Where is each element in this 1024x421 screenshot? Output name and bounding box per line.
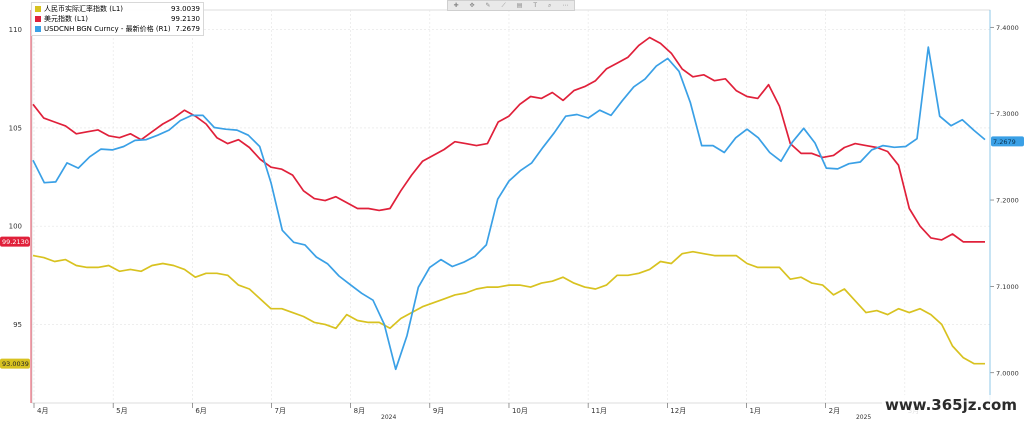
- plot-area: [31, 9, 991, 404]
- x-tick-label: 10月: [512, 407, 528, 415]
- plus-icon[interactable]: ✚: [453, 2, 459, 9]
- x-tick-label: 7月: [274, 407, 285, 415]
- last-value-badge: [0, 358, 30, 369]
- last-value-badge-label: 99.2130: [2, 238, 29, 246]
- legend-value: 93.0039: [171, 5, 200, 13]
- x-tick-label: 1月: [749, 407, 760, 415]
- x-year-label: 2025: [856, 414, 871, 421]
- text-icon[interactable]: T: [533, 2, 538, 9]
- y-right-tick-label: 7.4000: [996, 24, 1019, 32]
- pan-icon[interactable]: ✥: [469, 2, 475, 9]
- y-right-tick-label: 7.2000: [996, 197, 1019, 205]
- legend-value: 7.2679: [175, 25, 201, 33]
- x-tick-label: 2月: [829, 407, 840, 415]
- y-left-tick-label: 100: [9, 223, 22, 231]
- series-line: [32, 36, 985, 243]
- legend-value: 99.2130: [171, 15, 200, 23]
- x-tick-label: 9月: [433, 407, 444, 415]
- legend-label: 美元指数 (L1): [44, 15, 89, 23]
- draw-icon[interactable]: ✎: [485, 2, 491, 9]
- legend-swatch: [35, 26, 41, 32]
- x-tick-label: 5月: [116, 407, 127, 415]
- last-value-badge-label: 7.2679: [993, 138, 1016, 146]
- y-left-tick-label: 105: [9, 124, 22, 132]
- zoom-icon[interactable]: ⌕: [548, 1, 552, 9]
- legend-label: 人民币实际汇率指数 (L1): [44, 5, 124, 13]
- y-right-tick-label: 7.0000: [996, 369, 1019, 377]
- y-left-tick-label: 110: [9, 26, 22, 34]
- last-value-badge: [0, 236, 30, 247]
- y-left-tick-label: 95: [13, 321, 22, 329]
- more-icon[interactable]: ⋯: [562, 2, 569, 9]
- ruler-icon[interactable]: ⟋: [501, 1, 506, 9]
- chart-toolbar: ✚ ✥ ✎ ⟋ ▤ T ⌕ ⋯: [447, 0, 575, 11]
- watermark: www.365jz.com: [881, 395, 1020, 415]
- chart-icon[interactable]: ▤: [516, 2, 523, 9]
- last-value-badge: [991, 136, 1024, 147]
- y-right-tick-label: 7.3000: [996, 110, 1019, 118]
- last-value-badge-label: 93.0039: [2, 360, 29, 368]
- legend-item-dollar-index[interactable]: 美元指数 (L1) 99.2130: [35, 14, 200, 24]
- series-line: [32, 46, 986, 371]
- x-tick-label: 11月: [591, 407, 607, 415]
- x-tick-label: 6月: [195, 407, 206, 415]
- legend-item-usdcnh[interactable]: USDCNH BGN Curncy - 最新价格 (R1) 7.2679: [35, 24, 200, 34]
- series-line: [32, 250, 985, 365]
- legend: 人民币实际汇率指数 (L1) 93.0039 美元指数 (L1) 99.2130…: [31, 2, 204, 36]
- y-right-tick-label: 7.1000: [996, 283, 1019, 291]
- x-tick-label: 8月: [354, 407, 365, 415]
- x-tick-label: 4月: [37, 407, 48, 415]
- legend-label: USDCNH BGN Curncy - 最新价格 (R1): [44, 25, 171, 33]
- legend-swatch: [35, 6, 41, 12]
- legend-item-rmb-index[interactable]: 人民币实际汇率指数 (L1) 93.0039: [35, 4, 200, 14]
- legend-swatch: [35, 16, 41, 22]
- x-year-label: 2024: [381, 414, 396, 421]
- x-tick-label: 12月: [670, 407, 686, 415]
